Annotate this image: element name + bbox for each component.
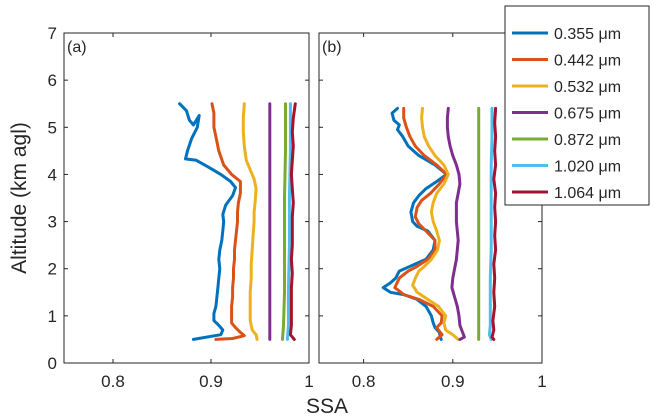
- legend-label: 1.064 μm: [554, 185, 621, 202]
- y-tick-label: 5: [48, 118, 57, 137]
- legend-label: 0.872 μm: [554, 132, 621, 149]
- x-tick-label: 1: [537, 372, 546, 391]
- series-line-a-6: [288, 102, 297, 341]
- legend-box: [504, 5, 650, 206]
- x-tick-label: 1: [304, 372, 313, 391]
- series-line-a-5: [285, 102, 292, 341]
- series-line-b-6: [490, 106, 498, 341]
- y-tick-label: 0: [48, 354, 57, 373]
- x-tick-label: 0.8: [101, 372, 125, 391]
- panels: 0 1 2 3 4 5 6 7 0.8 0.9 1 (a) 0.8 0.9 1 (b): [48, 24, 547, 391]
- series-line-a-4: [281, 102, 287, 341]
- legend-label: 0.532 μm: [554, 79, 621, 96]
- legend-label: 0.355 μm: [554, 26, 621, 43]
- panel-a: 0 1 2 3 4 5 6 7 0.8 0.9 1 (a): [48, 24, 314, 391]
- series-line-b-5: [487, 106, 494, 341]
- legend-label: 0.675 μm: [554, 106, 621, 123]
- panel-label: (a): [67, 39, 87, 56]
- legend: 0.355 μm 0.442 μm 0.532 μm 0.675 μm 0.872 μm…: [504, 5, 650, 206]
- x-tick-label: 0.9: [199, 372, 223, 391]
- x-tick-label: 0.9: [441, 372, 465, 391]
- legend-items: 0.355 μm 0.442 μm 0.532 μm 0.675 μm 0.872 μm…: [512, 26, 621, 202]
- series-line-b-2: [411, 106, 460, 341]
- series-line-b-1: [393, 106, 449, 341]
- series-line-a-1: [210, 102, 246, 341]
- x-tick-label: 0.8: [352, 372, 376, 391]
- y-tick-label: 3: [48, 213, 57, 232]
- x-axis-label: SSA: [306, 395, 348, 416]
- legend-label: 1.020 μm: [554, 159, 621, 176]
- series-line-a-2: [241, 102, 259, 341]
- y-tick-label: 4: [48, 165, 57, 184]
- series-line-b-3: [445, 106, 466, 341]
- axes-box: [63, 32, 310, 364]
- y-tick-label: 1: [48, 307, 57, 326]
- y-tick-label: 6: [48, 71, 57, 90]
- y-axis-label: Altitude (km agl): [8, 122, 31, 274]
- y-tick-label: 7: [48, 24, 57, 43]
- series-line-a-0: [178, 102, 237, 341]
- panel-label: (b): [322, 39, 342, 56]
- y-tick-label: 2: [48, 260, 57, 279]
- legend-label: 0.442 μm: [554, 53, 621, 70]
